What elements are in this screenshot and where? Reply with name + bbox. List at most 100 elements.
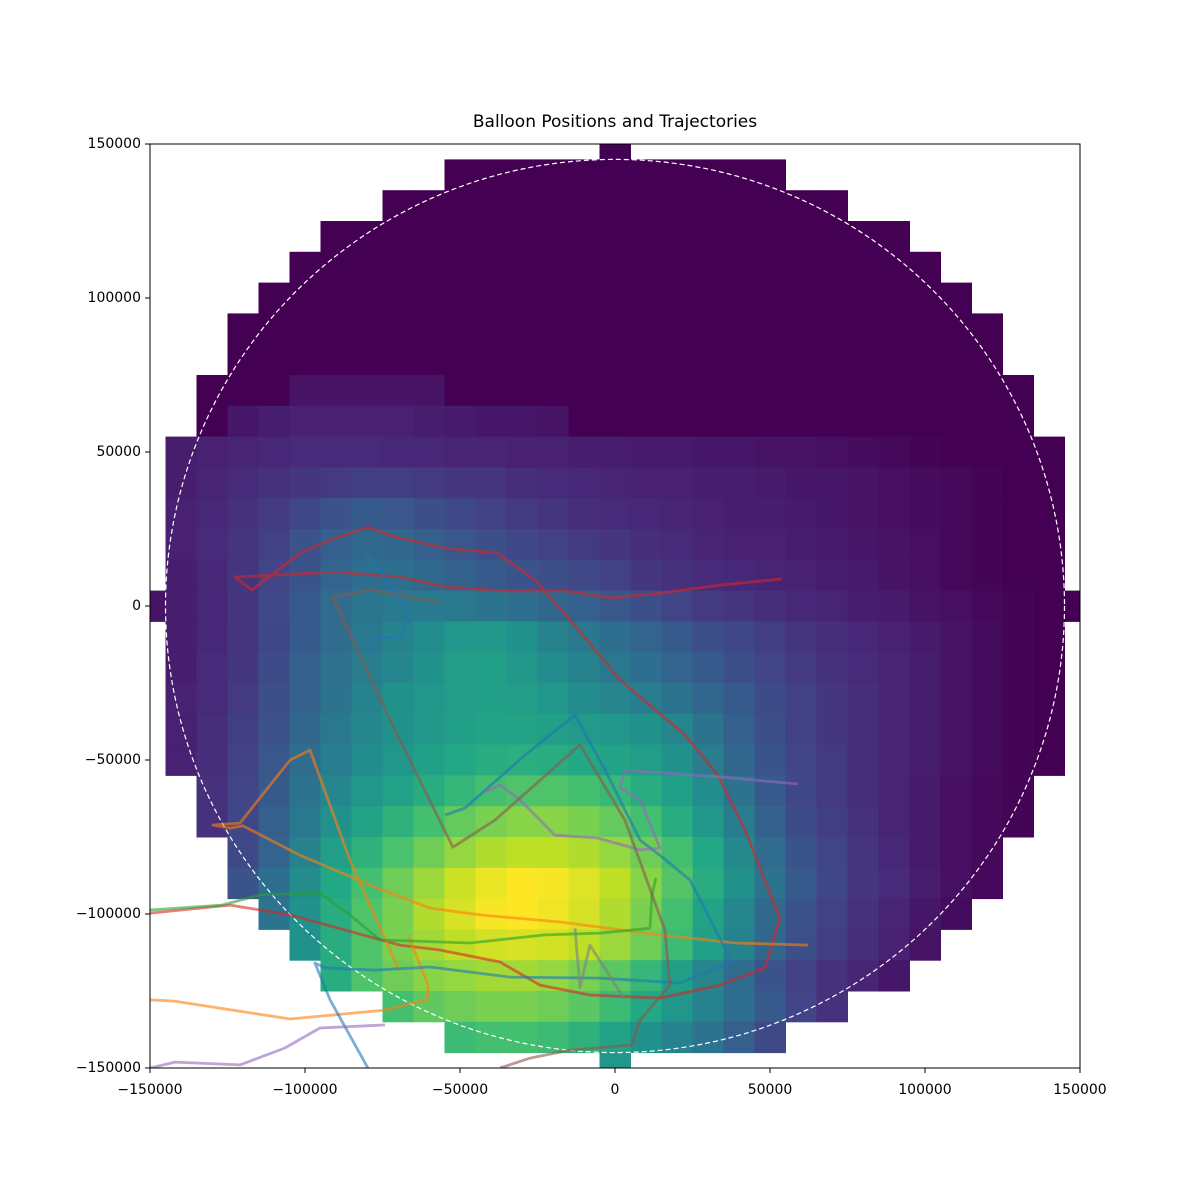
heatmap-cell bbox=[971, 498, 1003, 530]
heatmap-cell bbox=[599, 713, 631, 746]
heatmap-cell bbox=[816, 683, 848, 715]
heatmap-cell bbox=[847, 375, 879, 407]
heatmap-cell bbox=[258, 436, 290, 468]
heatmap-cell bbox=[413, 190, 445, 222]
heatmap-cell bbox=[754, 559, 786, 592]
heatmap-cell bbox=[754, 467, 786, 499]
heatmap-cell bbox=[878, 806, 910, 838]
heatmap-cell bbox=[475, 313, 507, 345]
heatmap-cell bbox=[475, 867, 507, 900]
heatmap-cell bbox=[723, 898, 755, 930]
heatmap-cell bbox=[692, 775, 724, 807]
heatmap-cell bbox=[413, 436, 445, 468]
heatmap-cell bbox=[754, 590, 786, 622]
heatmap-cell bbox=[568, 529, 600, 561]
heatmap-cell bbox=[754, 960, 786, 992]
heatmap-cell bbox=[506, 375, 538, 407]
heatmap-cell bbox=[320, 467, 352, 499]
heatmap-cell bbox=[227, 344, 259, 376]
heatmap-cell bbox=[754, 282, 786, 314]
heatmap-cell bbox=[785, 221, 817, 253]
heatmap-cell bbox=[599, 867, 631, 900]
heatmap-cell bbox=[878, 867, 910, 900]
heatmap-cell bbox=[289, 467, 321, 499]
trajectory bbox=[150, 1023, 386, 1068]
heatmap-cell bbox=[475, 375, 507, 407]
heatmap-cell bbox=[940, 467, 972, 499]
heatmap-cell bbox=[847, 251, 879, 284]
heatmap-cell bbox=[971, 621, 1003, 653]
heatmap-cell bbox=[940, 529, 972, 561]
heatmap-cell bbox=[847, 313, 879, 345]
heatmap-cell bbox=[847, 837, 879, 869]
heatmap-cell bbox=[413, 621, 445, 653]
heatmap-cell bbox=[382, 251, 414, 284]
heatmap-cell bbox=[878, 590, 910, 622]
heatmap-cell bbox=[971, 775, 1003, 807]
heatmap-cell bbox=[816, 436, 848, 468]
heatmap-cell bbox=[909, 652, 941, 684]
heatmap-cell bbox=[475, 837, 507, 869]
heatmap-cell bbox=[444, 436, 476, 468]
heatmap-cell bbox=[630, 405, 662, 438]
heatmap-cell bbox=[661, 190, 693, 222]
heatmap-cell bbox=[165, 467, 197, 499]
heatmap-cell bbox=[444, 405, 476, 438]
heatmap-cell bbox=[723, 282, 755, 314]
heatmap-cell bbox=[506, 159, 538, 191]
heatmap-cell bbox=[599, 313, 631, 345]
heatmap-cell bbox=[816, 498, 848, 530]
heatmap-cell bbox=[661, 867, 693, 900]
x-tick-label: 150000 bbox=[1053, 1082, 1106, 1098]
heatmap-cell bbox=[878, 221, 910, 253]
heatmap-cell bbox=[971, 344, 1003, 376]
heatmap-cell bbox=[568, 221, 600, 253]
heatmap-cell bbox=[444, 652, 476, 684]
heatmap-cell bbox=[940, 436, 972, 468]
heatmap-cell bbox=[909, 898, 941, 930]
heatmap-cell bbox=[723, 867, 755, 900]
heatmap-cell bbox=[258, 590, 290, 622]
heatmap-cell bbox=[878, 559, 910, 592]
heatmap-cell bbox=[785, 436, 817, 468]
heatmap-cell bbox=[227, 467, 259, 499]
heatmap-cell bbox=[1002, 436, 1034, 468]
heatmap-cell bbox=[506, 467, 538, 499]
heatmap-cell bbox=[227, 529, 259, 561]
heatmap-cell bbox=[754, 251, 786, 284]
heatmap-cell bbox=[940, 683, 972, 715]
heatmap-cell bbox=[661, 621, 693, 653]
heatmap-cell bbox=[692, 683, 724, 715]
heatmap-cell bbox=[413, 713, 445, 746]
heatmap-cell bbox=[320, 683, 352, 715]
heatmap-cell bbox=[506, 436, 538, 468]
heatmap-cell bbox=[506, 652, 538, 684]
heatmap-cell bbox=[661, 467, 693, 499]
heatmap-cell bbox=[444, 960, 476, 992]
heatmap-cell bbox=[723, 590, 755, 622]
heatmap-cell bbox=[537, 529, 569, 561]
heatmap-cell bbox=[630, 221, 662, 253]
heatmap-cell bbox=[847, 652, 879, 684]
heatmap-cell bbox=[165, 436, 197, 468]
heatmap-cell bbox=[289, 405, 321, 438]
heatmap-cell bbox=[909, 467, 941, 499]
heatmap-cell bbox=[754, 436, 786, 468]
heatmap-cell bbox=[568, 344, 600, 376]
heatmap-cell bbox=[940, 559, 972, 592]
heatmap-cell bbox=[692, 436, 724, 468]
heatmap-cell bbox=[599, 375, 631, 407]
heatmap-cell bbox=[320, 929, 352, 961]
heatmap-cell bbox=[351, 436, 383, 468]
heatmap-cell bbox=[475, 991, 507, 1023]
heatmap-cell bbox=[506, 991, 538, 1023]
heatmap-cell bbox=[909, 313, 941, 345]
heatmap-cell bbox=[1002, 498, 1034, 530]
heatmap-cell bbox=[382, 498, 414, 530]
heatmap-cell bbox=[227, 375, 259, 407]
heatmap-cell bbox=[599, 529, 631, 561]
heatmap-cell bbox=[785, 683, 817, 715]
heatmap-cell bbox=[723, 221, 755, 253]
heatmap-cell bbox=[568, 467, 600, 499]
heatmap-cell bbox=[971, 375, 1003, 407]
